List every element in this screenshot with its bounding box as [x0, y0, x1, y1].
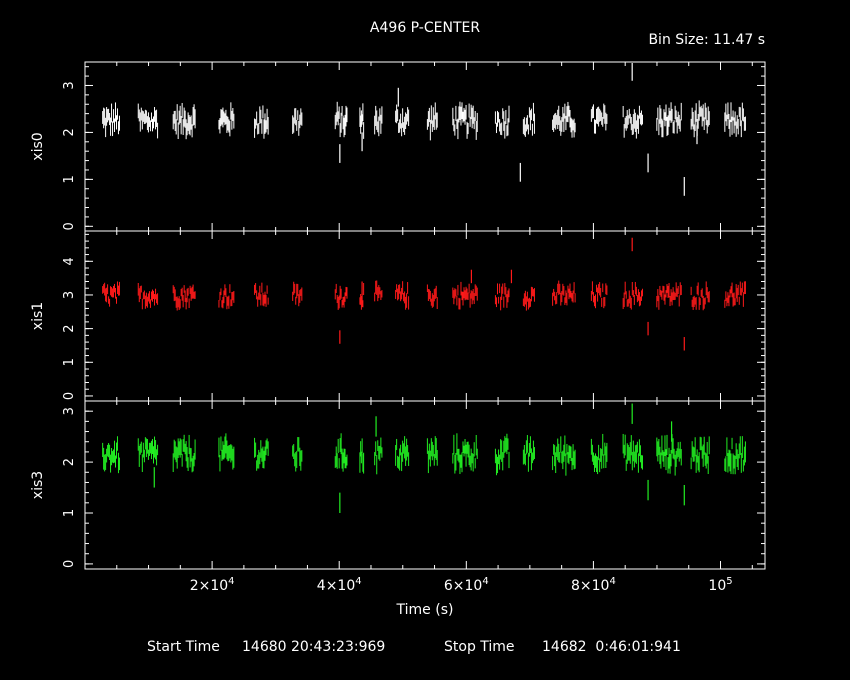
x-tick-label: 6×104 [444, 576, 489, 594]
xis1-panel: 0 1 2 3 4 xis1 [30, 230, 766, 402]
xis3-ytick-label: 2 [62, 458, 77, 466]
xis3-ytick-label: 1 [62, 509, 77, 517]
xis3-ytick-label: 3 [62, 407, 77, 415]
xis3-frame [84, 400, 766, 570]
xis1-ytick-label: 4 [62, 257, 77, 265]
xis0-ytick-label: 0 [62, 222, 77, 230]
xis0-y-axis-label: xis0 [30, 132, 46, 160]
xis1-ytick-label: 2 [62, 324, 77, 332]
xis0-ytick-label: 2 [62, 128, 77, 136]
xis0-panel: 0 1 2 3 xis0 [30, 61, 766, 232]
xis0-ytick-label: 3 [62, 81, 77, 89]
xis3-panel: 0 1 2 3 xis3 [30, 400, 766, 570]
xis0-frame [84, 61, 766, 232]
xis1-ytick-label: 3 [62, 291, 77, 299]
xis1-frame [84, 230, 766, 402]
xis1-y-axis-label: xis1 [30, 302, 46, 330]
x-axis-label: Time (s) [396, 602, 454, 618]
xis1-ytick-label: 0 [62, 392, 77, 400]
x-tick-label: 105 [708, 576, 732, 594]
x-tick-label: 2×104 [190, 576, 235, 594]
start-time-value: 14680 20:43:23:969 [242, 639, 385, 655]
xis3-y-axis-label: xis3 [30, 471, 46, 499]
xis3-ytick-label: 0 [62, 560, 77, 568]
bin-size-label: Bin Size: 11.47 s [648, 32, 765, 48]
chart-title: A496 P-CENTER [370, 20, 480, 36]
stop-time-value: 14682 0:46:01:941 [542, 639, 681, 655]
x-tick-label: 4×104 [317, 576, 362, 594]
start-time-label: Start Time [147, 639, 220, 655]
x-tick-label: 8×104 [571, 576, 616, 594]
panels-group: 0 1 2 3 xis0 0 1 2 3 4 xis1 0 1 2 3 xis3 2×104 4×104 6×104… [30, 61, 766, 594]
xis1-ytick-label: 1 [62, 358, 77, 366]
xis0-ytick-label: 1 [62, 175, 77, 183]
stop-time-label: Stop Time [444, 639, 515, 655]
